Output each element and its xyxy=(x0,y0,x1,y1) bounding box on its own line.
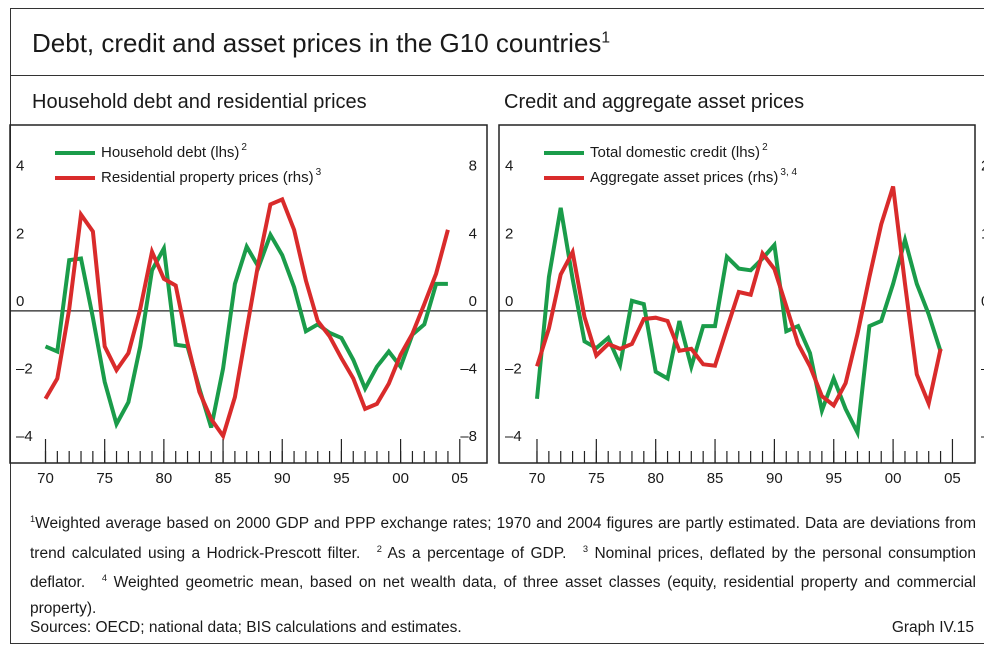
plot-frame xyxy=(498,124,976,464)
footnote: 1Weighted average based on 2000 GDP and … xyxy=(30,514,976,562)
y2-tick-label: –10 xyxy=(981,360,984,377)
title-rule xyxy=(10,75,984,76)
x-tick-label: 05 xyxy=(944,470,961,487)
legend-label: Residential property prices (rhs) 3 xyxy=(101,167,322,186)
legend-note: 3, 4 xyxy=(780,167,797,178)
x-tick-label: 70 xyxy=(37,470,54,487)
y2-tick-label: –8 xyxy=(460,428,477,445)
series-line xyxy=(44,230,448,430)
legend-name: Residential property prices (rhs) xyxy=(101,169,314,186)
x-tick-label: 00 xyxy=(392,470,409,487)
legend-name: Total domestic credit (lhs) xyxy=(590,144,760,161)
title-note: 1 xyxy=(601,29,611,47)
y-tick-label: –2 xyxy=(16,360,33,377)
x-tick-label: 90 xyxy=(274,470,291,487)
y-tick-label: 4 xyxy=(16,158,24,175)
footnote-text: Nominal prices, deflated by the personal… xyxy=(30,544,977,592)
x-tick-label: 95 xyxy=(333,470,350,487)
legend-name: Household debt (lhs) xyxy=(101,144,239,161)
x-tick-label: 75 xyxy=(96,470,113,487)
footnote-text: Weighted average based on 2000 GDP and P… xyxy=(30,515,976,562)
sources: Sources: OECD; national data; BIS calcul… xyxy=(30,619,462,636)
y-tick-label: 0 xyxy=(505,293,513,310)
y-tick-label: 0 xyxy=(16,293,24,310)
y-tick-label: –4 xyxy=(505,428,522,445)
legend-note: 3 xyxy=(316,167,322,178)
panel-title: Household debt and residential prices xyxy=(32,91,367,113)
footnote: 3 Nominal prices, deflated by the person… xyxy=(30,543,977,592)
y2-tick-label: 4 xyxy=(469,225,477,242)
footnote-text: As a percentage of GDP. xyxy=(387,544,567,562)
panel-title: Credit and aggregate asset prices xyxy=(504,91,805,113)
y-tick-label: –2 xyxy=(505,360,522,377)
legend-label: Aggregate asset prices (rhs) 3, 4 xyxy=(590,167,798,186)
y2-tick-label: 20 xyxy=(981,158,984,175)
footnotes: 1Weighted average based on 2000 GDP and … xyxy=(30,507,976,621)
footnote: 2 As a percentage of GDP. xyxy=(376,543,567,562)
y2-tick-label: –20 xyxy=(981,428,984,445)
footnote-marker: 2 xyxy=(376,543,382,554)
x-tick-label: 80 xyxy=(647,470,664,487)
y2-tick-label: –4 xyxy=(460,360,477,377)
footnote-marker: 3 xyxy=(582,543,588,554)
x-tick-label: 05 xyxy=(451,470,468,487)
title-text: Debt, credit and asset prices in the G10… xyxy=(32,28,602,58)
y-tick-label: 2 xyxy=(505,225,513,242)
legend-note: 2 xyxy=(762,142,768,153)
x-tick-label: 80 xyxy=(156,470,173,487)
y-tick-label: –4 xyxy=(16,428,33,445)
legend-label: Household debt (lhs) 2 xyxy=(101,142,247,161)
x-tick-label: 90 xyxy=(766,470,783,487)
y2-tick-label: 8 xyxy=(469,158,477,175)
series-line xyxy=(535,185,943,411)
legend-name: Aggregate asset prices (rhs) xyxy=(590,169,778,186)
y-tick-label: 2 xyxy=(16,225,24,242)
x-tick-label: 85 xyxy=(707,470,724,487)
x-tick-label: 85 xyxy=(215,470,232,487)
series-line xyxy=(43,196,450,441)
footnote-marker: 4 xyxy=(101,573,107,584)
graph-label: Graph IV.15 xyxy=(891,619,974,636)
legend-note: 2 xyxy=(241,142,247,153)
y2-tick-label: 0 xyxy=(981,293,984,310)
y2-tick-label: 0 xyxy=(469,293,477,310)
y-tick-label: 4 xyxy=(505,158,513,175)
footnote-text: Weighted geometric mean, based on net we… xyxy=(30,574,976,617)
y2-tick-label: 10 xyxy=(981,225,984,242)
legend-label: Total domestic credit (lhs) 2 xyxy=(590,142,768,161)
footnote-marker: 1 xyxy=(30,514,36,524)
series-line xyxy=(535,207,943,440)
x-tick-label: 70 xyxy=(529,470,546,487)
plot-frame xyxy=(9,124,488,464)
footnote: 4 Weighted geometric mean, based on net … xyxy=(30,573,976,617)
page-title: Debt, credit and asset prices in the G10… xyxy=(32,28,610,59)
x-tick-label: 95 xyxy=(825,470,842,487)
x-tick-label: 75 xyxy=(588,470,605,487)
x-tick-label: 00 xyxy=(885,470,902,487)
